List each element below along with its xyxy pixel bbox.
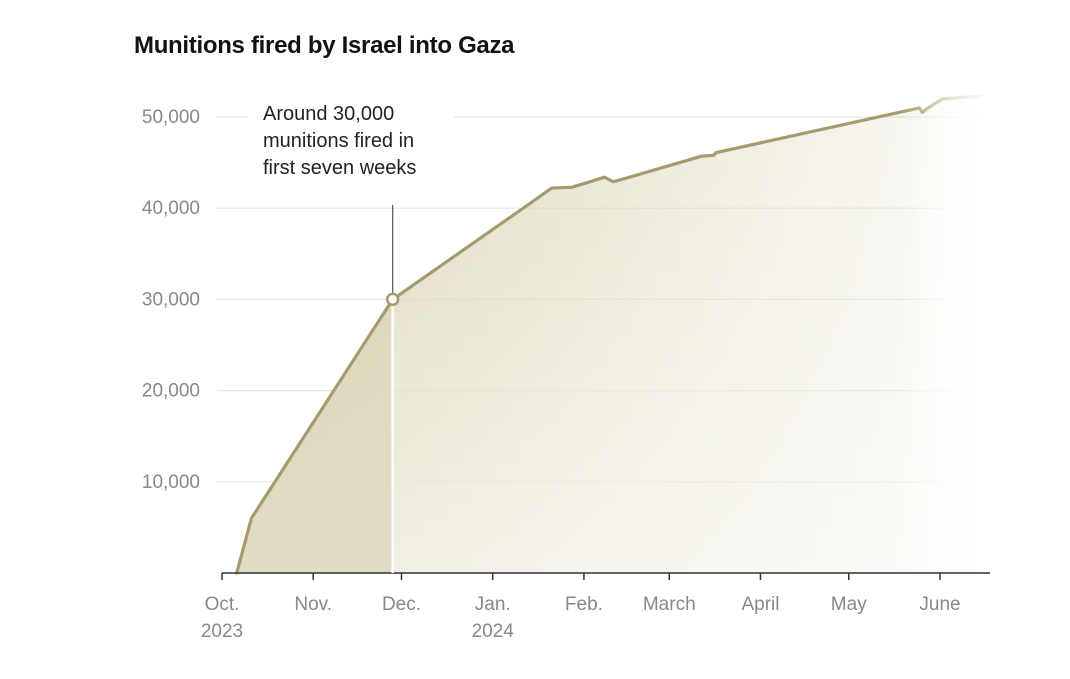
x-tick-label: Nov. [294, 594, 332, 615]
annotation-text: Around 30,000 [263, 103, 394, 125]
y-tick-label: 50,000 [142, 107, 200, 128]
x-tick-year-label: 2024 [472, 621, 515, 642]
x-tick-label: May [831, 594, 867, 615]
highlight-point [385, 292, 400, 307]
right-fade [900, 85, 995, 571]
x-tick-label: March [643, 594, 696, 615]
annotation-text: first seven weeks [263, 157, 416, 179]
series-area-shade [236, 96, 982, 573]
chart-title: Munitions fired by Israel into Gaza [134, 32, 515, 59]
x-tick-year-label: 2023 [201, 621, 243, 642]
highlight-area [236, 299, 393, 573]
y-tick-label: 40,000 [142, 198, 200, 219]
annotation-text: munitions fired in [263, 130, 414, 152]
x-tick-label: April [741, 594, 779, 615]
annotation-backdrop [248, 92, 454, 184]
x-tick-label: Dec. [382, 594, 421, 615]
x-tick-label: Oct. [205, 594, 240, 615]
x-tick-label: June [919, 594, 960, 615]
x-tick-label: Feb. [565, 594, 603, 615]
x-tick-label: Jan. [475, 594, 511, 615]
y-tick-label: 10,000 [142, 472, 200, 493]
y-tick-label: 20,000 [142, 381, 200, 402]
y-tick-label: 30,000 [142, 289, 200, 310]
